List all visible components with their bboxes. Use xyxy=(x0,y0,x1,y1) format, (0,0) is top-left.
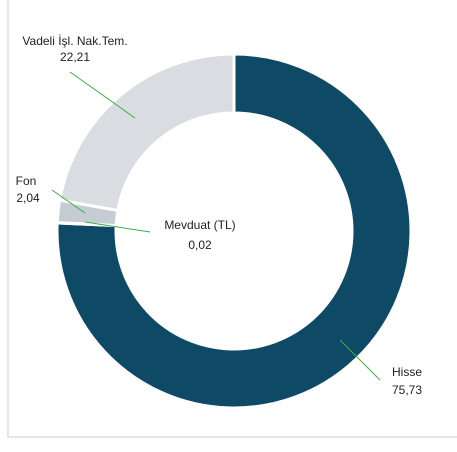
slice xyxy=(55,52,413,410)
leader-line xyxy=(51,189,86,214)
slice xyxy=(57,52,236,213)
value-label: 75,73 xyxy=(392,383,422,397)
frame xyxy=(7,0,457,438)
leader-line xyxy=(84,221,151,233)
leader-line xyxy=(69,71,136,119)
slice-label: Vadeli İşl. Nak.Tem. xyxy=(22,34,127,48)
leader-line xyxy=(339,339,381,381)
slice-label: Fon xyxy=(16,174,37,188)
value-label: 2,04 xyxy=(16,191,40,205)
slice-label: Mevduat (TL) xyxy=(164,218,235,232)
value-label: 0,02 xyxy=(188,238,212,252)
slice-label: Hisse xyxy=(392,365,422,379)
value-label: 22,21 xyxy=(60,50,90,64)
